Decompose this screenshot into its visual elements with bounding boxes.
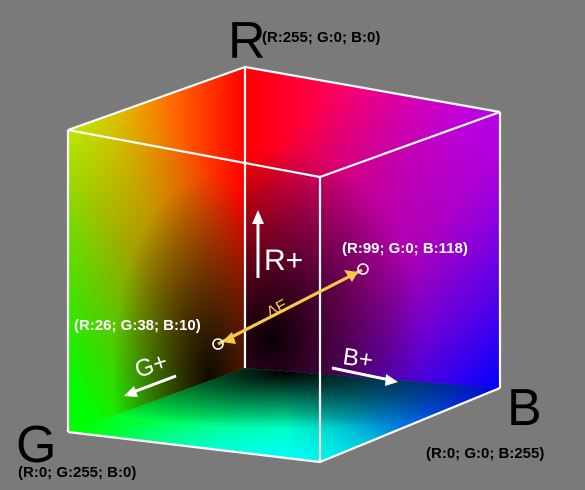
cube-edges (66, 65, 502, 464)
axis-label-r: R (228, 12, 266, 70)
axis-label-b: B (507, 379, 542, 437)
r-plus-label: R+ (264, 244, 303, 277)
b-plus-label: B+ (341, 343, 374, 374)
b-plus-arrow-icon (331, 366, 398, 386)
g-plus-arrow-icon (124, 374, 177, 397)
r-plus-arrow-icon (252, 210, 264, 278)
point-2-marker (357, 263, 369, 275)
cube-right-face (245, 67, 500, 388)
point-1-label: (R:26; G:38; B:10) (74, 317, 201, 334)
axis-coord-b: (R:0; G:0; B:255) (426, 445, 544, 462)
cube-left-face (68, 67, 245, 432)
axis-coord-r: (R:255; G:0; B:0) (262, 29, 380, 46)
axis-coord-g: (R:0; G:255; B:0) (18, 464, 136, 481)
point-1-marker (212, 338, 224, 350)
point-2-label: (R:99; G:0; B:118) (342, 240, 468, 257)
axis-label-g: G (16, 416, 56, 474)
cube-bottom-face (68, 368, 500, 462)
delta-e-line (217, 268, 363, 346)
